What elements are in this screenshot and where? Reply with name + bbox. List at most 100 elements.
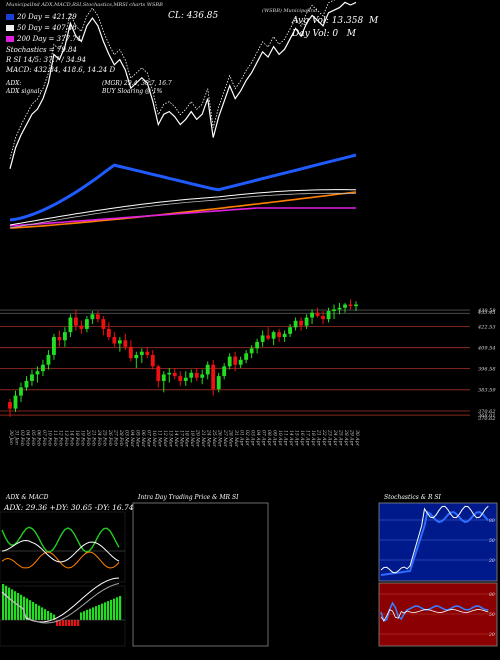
candle-body bbox=[167, 372, 172, 375]
candle-body bbox=[260, 335, 265, 342]
candle-body bbox=[315, 312, 320, 316]
x-tick-label: 30 Jan bbox=[8, 430, 14, 445]
macd-hist-bar bbox=[107, 601, 110, 620]
candle-body bbox=[128, 346, 133, 359]
x-tick-label: 18 Feb bbox=[74, 430, 80, 446]
macd-hist-bar bbox=[14, 591, 17, 620]
candle-body bbox=[68, 317, 73, 333]
candle-body bbox=[95, 314, 100, 320]
x-tick-label: 29 Apr bbox=[349, 429, 355, 447]
price-level-label: 370.62 bbox=[478, 416, 496, 422]
macd-hist-bar bbox=[62, 620, 65, 626]
macd-hist-bar bbox=[56, 620, 59, 626]
x-tick-label: 13 Feb bbox=[63, 430, 69, 446]
macd-hist-bar bbox=[101, 603, 104, 620]
candle-body bbox=[183, 377, 188, 381]
x-tick-label: 10 Feb bbox=[46, 430, 52, 446]
x-tick-label: 22 Apr bbox=[321, 429, 327, 447]
legend-rsi: R SI 14/5: 37.7 / 34.94 bbox=[6, 56, 87, 64]
candle-body bbox=[343, 304, 347, 308]
intraday-title: Intra Day Trading Price & MR SI bbox=[138, 494, 239, 501]
minus-di-line bbox=[1, 551, 120, 569]
stoch-panel bbox=[378, 502, 498, 582]
candle-body bbox=[299, 320, 304, 326]
macd-hist-bar bbox=[32, 602, 35, 620]
legend-50-label: 50 Day = 407.48 bbox=[17, 24, 77, 32]
candle-body bbox=[90, 314, 95, 320]
candle-body bbox=[156, 366, 161, 381]
x-tick-label: 06 Mar bbox=[140, 430, 146, 448]
x-tick-label: 06 Feb bbox=[35, 430, 41, 446]
candle-body bbox=[57, 337, 62, 341]
legend-200-label: 200 Day = 377.74 bbox=[17, 35, 82, 43]
x-tick-label: 24 Feb bbox=[96, 429, 102, 446]
x-tick-label: 23 Apr bbox=[327, 429, 333, 447]
macd-hist-bar bbox=[17, 593, 20, 620]
macd-line: MACD: 432.84, 418.6, 14.24 D bbox=[6, 66, 116, 74]
x-tick-label: 18 Apr bbox=[310, 430, 316, 447]
x-tick-label: 27 Feb bbox=[112, 429, 118, 446]
macd-hist-bar bbox=[8, 587, 11, 620]
macd-hist-bar bbox=[86, 609, 89, 620]
candle-body bbox=[337, 307, 342, 310]
x-tick-label: 11 Feb bbox=[52, 430, 58, 446]
candle-body bbox=[332, 309, 336, 312]
macd-hist-bar bbox=[35, 603, 38, 620]
x-tick-label: 31 Mar bbox=[233, 430, 239, 448]
macd-hist-bar bbox=[59, 620, 62, 626]
x-tick-label: 07 Mar bbox=[145, 430, 151, 448]
x-tick-label: 14 Mar bbox=[173, 430, 179, 448]
candle-body bbox=[24, 380, 29, 388]
candle-body bbox=[79, 325, 84, 329]
candle-body bbox=[211, 364, 216, 390]
intraday-panel bbox=[132, 502, 269, 647]
candle-body bbox=[216, 376, 221, 390]
macd-hist-bar bbox=[92, 607, 95, 620]
x-tick-label: 25 Apr bbox=[338, 429, 344, 447]
macd-hist-bar bbox=[26, 598, 29, 620]
long-ma-line bbox=[9, 191, 357, 229]
x-tick-label: 21 Feb bbox=[90, 429, 96, 446]
legend-20-label: 20 Day = 421.29 bbox=[17, 13, 77, 21]
rsi-tick: 80 bbox=[489, 592, 495, 598]
candle-body bbox=[161, 374, 166, 381]
adx-label: ADX: bbox=[6, 80, 22, 87]
mgr-text: (MGR) 29.4, 30.7, 16.7 bbox=[102, 80, 172, 87]
candle-body bbox=[282, 333, 287, 338]
x-tick-label: 03 Mar bbox=[123, 430, 129, 448]
candle-body bbox=[46, 354, 51, 365]
price-level-label: 370.62 bbox=[478, 409, 496, 415]
adx-macd-title: ADX & MACD bbox=[6, 494, 49, 501]
adx-line bbox=[1, 539, 120, 563]
x-tick-label: 27 Mar bbox=[222, 429, 228, 448]
x-tick-label: 19 Feb bbox=[79, 430, 85, 446]
candle-body bbox=[117, 340, 122, 344]
avg-vol-value: Avg Vol: 13.358 bbox=[292, 16, 364, 26]
x-tick-label: 12 Feb bbox=[57, 430, 63, 446]
price-level-label: 422.53 bbox=[477, 324, 496, 330]
candle-body bbox=[73, 317, 78, 326]
x-tick-label: 19 Mar bbox=[189, 430, 195, 448]
stoch-tick: 20 bbox=[488, 558, 495, 564]
x-tick-label: 04 Mar bbox=[129, 430, 135, 448]
price-level-label: 383.59 bbox=[478, 388, 496, 394]
legend-50: 50 Day = 407.48 bbox=[6, 24, 77, 32]
macd-hist-bar bbox=[65, 620, 68, 626]
x-tick-label: 20 Feb bbox=[85, 429, 91, 446]
macd-hist-bar bbox=[41, 607, 44, 620]
x-tick-label: 12 Mar bbox=[162, 430, 168, 448]
candle-body bbox=[304, 317, 309, 326]
price-level-label: 396.58 bbox=[478, 367, 496, 373]
price-line bbox=[9, 1, 357, 169]
macd-hist-bar bbox=[38, 605, 41, 620]
price-level-label: 433.45 bbox=[477, 310, 496, 316]
macd-hist-bar bbox=[119, 596, 122, 620]
ma-50-line-2 bbox=[9, 192, 357, 229]
x-tick-label: 03 Feb bbox=[19, 430, 25, 446]
macd-hist-bar bbox=[47, 611, 50, 620]
x-tick-label: 25 Feb bbox=[101, 429, 107, 446]
candle-body bbox=[288, 327, 293, 334]
candle-body bbox=[35, 371, 40, 375]
adx-panel-bg bbox=[0, 511, 126, 583]
